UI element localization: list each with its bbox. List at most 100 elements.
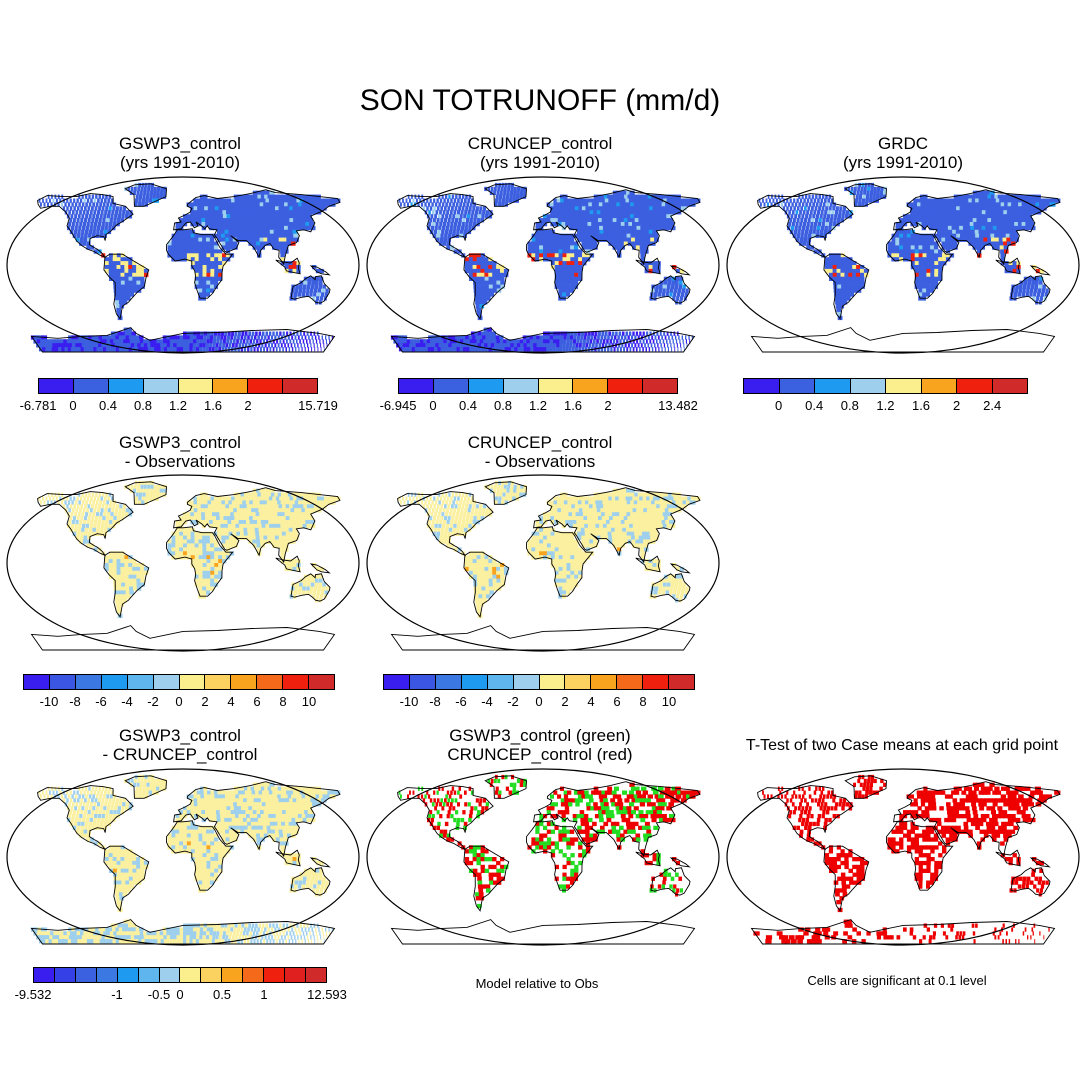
colorbar-swatch bbox=[815, 379, 851, 393]
coastline-af bbox=[166, 820, 234, 891]
colorbar-tick-label: 2.4 bbox=[983, 398, 1002, 413]
colorbar-tick-label: 1.2 bbox=[876, 398, 895, 413]
colorbar-swatch bbox=[669, 675, 695, 689]
coastline-ant bbox=[390, 919, 696, 945]
coastline-sa bbox=[463, 253, 510, 320]
colorbar-grdc bbox=[743, 378, 1028, 394]
panel-title-gswp3-control: GSWP3_control (yrs 1991-2010) bbox=[0, 134, 360, 172]
colorbar-swatch bbox=[384, 675, 410, 689]
colorbar-tick-label: -9.532 bbox=[14, 987, 52, 1002]
colorbar-swatch bbox=[96, 968, 118, 982]
colorbar-gswp3-minus-obs bbox=[23, 674, 335, 690]
coastline-ng bbox=[309, 265, 331, 276]
colorbar-tick-label: 0.8 bbox=[133, 398, 153, 413]
colorbar-tick-label: 1.6 bbox=[911, 398, 931, 413]
colorbar-tick-label: -1 bbox=[111, 987, 123, 1002]
coastline-ng bbox=[309, 563, 331, 574]
colorbar-swatch bbox=[75, 675, 102, 689]
panel-title-line1: CRUNCEP_control bbox=[467, 134, 613, 153]
coastline-au bbox=[290, 573, 331, 602]
panel-title-green-red: GSWP3_control (green) CRUNCEP_control (r… bbox=[360, 726, 720, 764]
world-map bbox=[366, 176, 720, 354]
colorbar-swatch bbox=[503, 379, 539, 393]
colorbar-swatch bbox=[617, 675, 644, 689]
colorbar-tick-label: 1.6 bbox=[563, 398, 583, 413]
coastline-eu bbox=[173, 189, 341, 266]
coastline-gl bbox=[124, 183, 167, 207]
colorbar-swatch bbox=[992, 379, 1027, 393]
colorbar-tick-label: 8 bbox=[639, 694, 647, 709]
coastline-au bbox=[290, 275, 331, 304]
panel-title-grdc: GRDC (yrs 1991-2010) bbox=[723, 134, 1080, 172]
colorbar-tick-label: 10 bbox=[661, 694, 677, 709]
colorbar-swatch bbox=[159, 968, 181, 982]
coastline-sa bbox=[103, 845, 150, 912]
coastline-af bbox=[886, 820, 954, 891]
map-gswp3-minus-cruncep bbox=[3, 767, 363, 947]
colorbar-tick-label: 2 bbox=[561, 694, 569, 709]
colorbar-swatch bbox=[222, 968, 244, 982]
panel-title-line2: CRUNCEP_control (red) bbox=[447, 745, 633, 764]
panel-title-gswp3-minus-cruncep: GSWP3_control - CRUNCEP_control bbox=[0, 726, 360, 764]
coastline-gl bbox=[124, 775, 167, 799]
colorbar-swatch bbox=[39, 379, 74, 393]
colorbar-swatch bbox=[283, 379, 317, 393]
colorbar-tick-label: 6 bbox=[253, 694, 261, 709]
panel-title-line2: (yrs 1991-2010) bbox=[479, 153, 600, 172]
coastline-af bbox=[526, 820, 594, 891]
colorbar-tick-label: 2 bbox=[201, 694, 209, 709]
note-significance: Cells are significant at 0.1 level bbox=[807, 973, 987, 988]
colorbar-tick-label: 10 bbox=[301, 694, 317, 709]
colorbar-tick-label: -6 bbox=[95, 694, 107, 709]
colorbar-tick-label: 1.6 bbox=[203, 398, 223, 413]
colorbar-tick-label: -6 bbox=[455, 694, 467, 709]
colorbar-tick-label: 1.2 bbox=[168, 398, 188, 413]
colorbar-swatch bbox=[180, 968, 202, 982]
coastline-ant bbox=[30, 625, 336, 651]
colorbar-swatch bbox=[608, 379, 644, 393]
coastline-ng bbox=[1029, 265, 1051, 276]
world-map bbox=[6, 176, 360, 354]
colorbar-tick-label: 0.4 bbox=[98, 398, 118, 413]
panel-title-cruncep-minus-obs: CRUNCEP_control - Observations bbox=[360, 433, 720, 471]
colorbar-tick-label: 0 bbox=[69, 398, 77, 413]
colorbar-swatch bbox=[178, 379, 214, 393]
colorbar-gswp3-ticks: -6.781 0 0.4 0.8 1.2 1.6 2 15.719 bbox=[20, 398, 338, 414]
map-green-red bbox=[363, 767, 723, 947]
coastline-af bbox=[526, 526, 594, 597]
colorbar-swatch bbox=[513, 675, 540, 689]
colorbar-swatch bbox=[243, 968, 265, 982]
colorbar-swatch bbox=[305, 968, 326, 982]
panel-title-line1: GSWP3_control bbox=[119, 726, 241, 745]
coastline-na bbox=[397, 491, 494, 557]
colorbar-swatch bbox=[539, 675, 566, 689]
colorbar-tick-label: 4 bbox=[587, 694, 595, 709]
colorbar-tick-label: 13.482 bbox=[658, 398, 698, 413]
map-gswp3-minus-obs bbox=[3, 473, 363, 653]
colorbar-swatch bbox=[573, 379, 609, 393]
panel-title-line1: GSWP3_control (green) bbox=[449, 726, 631, 745]
map-grdc bbox=[723, 175, 1080, 355]
colorbar-tick-label: -2 bbox=[507, 694, 519, 709]
colorbar-swatch bbox=[309, 675, 335, 689]
coastline-au bbox=[290, 867, 331, 896]
coastline-eu bbox=[893, 781, 1061, 858]
colorbar-cruncep-minus-obs bbox=[383, 674, 695, 690]
colorbar-swatch bbox=[117, 968, 139, 982]
coastline-ant bbox=[390, 327, 696, 353]
map-cruncep-control bbox=[363, 175, 723, 355]
coastline-sa bbox=[103, 253, 150, 320]
colorbar-swatch bbox=[921, 379, 957, 393]
colorbar-swatch bbox=[744, 379, 780, 393]
colorbar-swatch bbox=[75, 968, 97, 982]
map-gswp3-control bbox=[3, 175, 363, 355]
colorbar-gswp3-minus-cruncep bbox=[33, 967, 327, 983]
coastline-na bbox=[37, 491, 134, 557]
world-map bbox=[366, 768, 720, 946]
colorbar-swatch bbox=[409, 675, 436, 689]
page-title: SON TOTRUNOFF (mm/d) bbox=[359, 84, 721, 117]
colorbar-swatch bbox=[957, 379, 993, 393]
panel-title-line1: GSWP3_control bbox=[119, 134, 241, 153]
colorbar-swatch bbox=[201, 968, 223, 982]
colorbar-tick-label: -10 bbox=[399, 694, 419, 709]
